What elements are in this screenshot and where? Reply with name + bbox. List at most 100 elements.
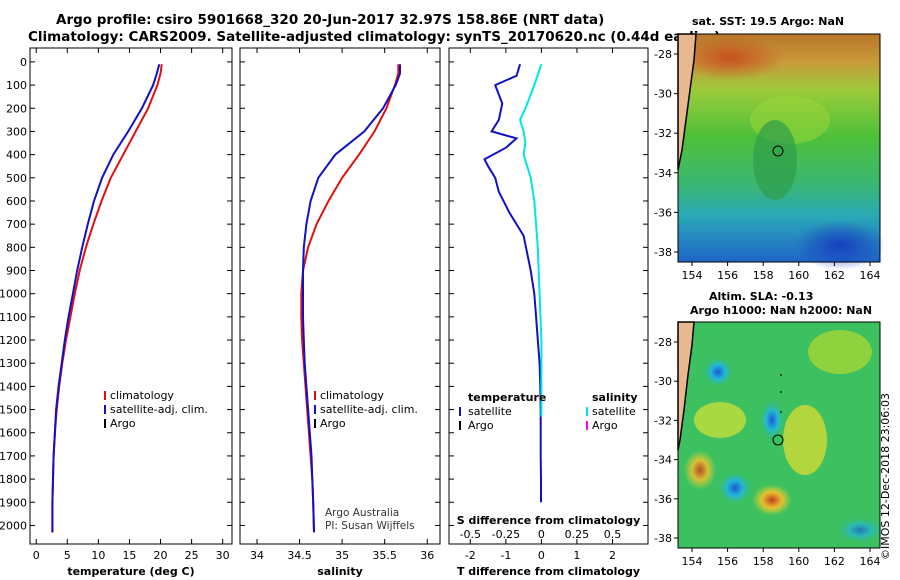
credit-annotation: PI: Susan Wijffels <box>325 520 415 532</box>
lat-tick-label: -28 <box>654 336 672 349</box>
lon-tick-label: 154 <box>682 555 703 568</box>
lon-tick-label: 154 <box>682 269 703 282</box>
lat-tick-label: -28 <box>654 48 672 61</box>
depth-tick-label: 1800 <box>0 473 27 486</box>
sst-coastline <box>677 33 697 171</box>
temperature-panel: 0100200300400500600700800900100011001200… <box>0 47 233 578</box>
depth-tick-label: 1000 <box>0 288 27 301</box>
lon-tick-label: 156 <box>717 555 738 568</box>
lat-tick-label: -34 <box>654 167 672 180</box>
sla-map <box>677 321 885 549</box>
depth-tick-label: 1900 <box>0 496 27 509</box>
x-tick-label: 15 <box>122 549 136 562</box>
x-tick-label: 0 <box>538 549 545 562</box>
sla-track-point <box>780 391 782 393</box>
legend-label: Argo <box>468 419 494 432</box>
legend-label: climatology <box>320 389 384 402</box>
x-tick-label: 1 <box>573 549 580 562</box>
lon-tick-label: 164 <box>860 555 881 568</box>
sla-eddy-3 <box>717 470 753 506</box>
lat-tick-label: -32 <box>654 414 672 427</box>
legend-heading: temperature <box>468 391 546 404</box>
depth-tick-label: 1700 <box>0 450 27 463</box>
series-line-satellite-adj-clim- <box>51 63 161 533</box>
sst-warm-patch <box>675 36 785 80</box>
legend-label: Argo <box>592 419 618 432</box>
sla-eddy-4 <box>752 484 792 516</box>
difference-x-label: T difference from climatology <box>457 565 640 578</box>
sst-cold-patch <box>795 220 885 270</box>
lon-tick-label: 156 <box>717 269 738 282</box>
depth-tick-label: 300 <box>6 125 27 138</box>
lon-tick-label: 158 <box>753 555 774 568</box>
x-tick-label: 34 <box>250 549 264 562</box>
depth-tick-label: 1100 <box>0 311 27 324</box>
sla-frame <box>677 321 881 549</box>
x-tick-label: 35 <box>335 549 349 562</box>
x-tick-label: -2 <box>465 549 476 562</box>
lat-tick-label: -32 <box>654 127 672 140</box>
salinity-panel: 34 34.5 35 35.5 36 salinity climatologysatelli… <box>239 47 441 578</box>
sst-eddy <box>753 120 797 200</box>
legend-label: satellite-adj. clim. <box>110 403 208 416</box>
difference-plot-frame <box>448 47 649 545</box>
depth-tick-label: 900 <box>6 265 27 278</box>
temperature-x-label: temperature (deg C) <box>67 565 194 578</box>
legend-label: Argo <box>110 417 136 430</box>
sla-patch-3 <box>783 405 827 475</box>
series-line-salinity-satellite <box>519 63 543 417</box>
x-tick-label: -1 <box>500 549 511 562</box>
depth-tick-label: 0 <box>20 56 27 69</box>
sla-float-marker <box>772 434 784 446</box>
legend-heading: salinity <box>592 391 638 404</box>
depth-tick-label: 1300 <box>0 357 27 370</box>
legend-label: satellite <box>592 405 636 418</box>
lat-tick-label: -38 <box>654 532 672 545</box>
top-tick-label: -0.25 <box>492 528 520 541</box>
depth-tick-label: 800 <box>6 241 27 254</box>
depth-tick-label: 1500 <box>0 404 27 417</box>
depth-tick-label: 1200 <box>0 334 27 347</box>
depth-tick-label: 700 <box>6 218 27 231</box>
temperature-plot-frame <box>29 47 233 545</box>
depth-tick-label: 1400 <box>0 380 27 393</box>
top-tick-label: 0.25 <box>565 528 590 541</box>
sst-frame <box>677 33 881 263</box>
sla-map-title-1: Altim. SLA: -0.13 <box>709 290 813 303</box>
depth-tick-label: 2000 <box>0 519 27 532</box>
legend-label: Argo <box>320 417 346 430</box>
x-tick-label: 35.5 <box>372 549 397 562</box>
difference-top-label: S difference from climatology <box>457 514 641 527</box>
legend-label: satellite-adj. clim. <box>320 403 418 416</box>
depth-tick-label: 500 <box>6 172 27 185</box>
sla-eddy-1 <box>702 356 734 388</box>
lat-tick-label: -36 <box>654 493 672 506</box>
x-tick-label: 36 <box>420 549 434 562</box>
sla-eddy-6 <box>835 516 885 544</box>
sla-track-point <box>780 374 782 376</box>
sla-patch-2 <box>694 402 746 438</box>
sst-map-title: sat. SST: 19.5 Argo: NaN <box>692 15 844 28</box>
lat-tick-label: -34 <box>654 454 672 467</box>
sst-float-marker <box>772 145 784 157</box>
lon-tick-label: 164 <box>860 269 881 282</box>
depth-tick-label: 1600 <box>0 427 27 440</box>
series-line-satellite-adj-clim- <box>302 64 401 533</box>
x-tick-label: 20 <box>154 549 168 562</box>
copyright-credit: ©IMOS 12-Dec-2018 23:06:03 <box>879 393 892 560</box>
x-tick-label: 5 <box>64 549 71 562</box>
sla-eddy-2 <box>759 398 785 442</box>
depth-tick-label: 100 <box>6 79 27 92</box>
salinity-plot-frame <box>239 47 441 545</box>
top-tick-label: -0.5 <box>460 528 481 541</box>
legend-label: satellite <box>468 405 512 418</box>
x-tick-label: 0 <box>33 549 40 562</box>
sla-eddy-5 <box>684 450 716 490</box>
legend-label: climatology <box>110 389 174 402</box>
x-tick-label: 2 <box>609 549 616 562</box>
lat-tick-label: -38 <box>654 246 672 259</box>
x-tick-label: 10 <box>91 549 105 562</box>
lon-tick-label: 160 <box>788 269 809 282</box>
sla-map-title-2: Argo h1000: NaN h2000: NaN <box>690 304 872 317</box>
